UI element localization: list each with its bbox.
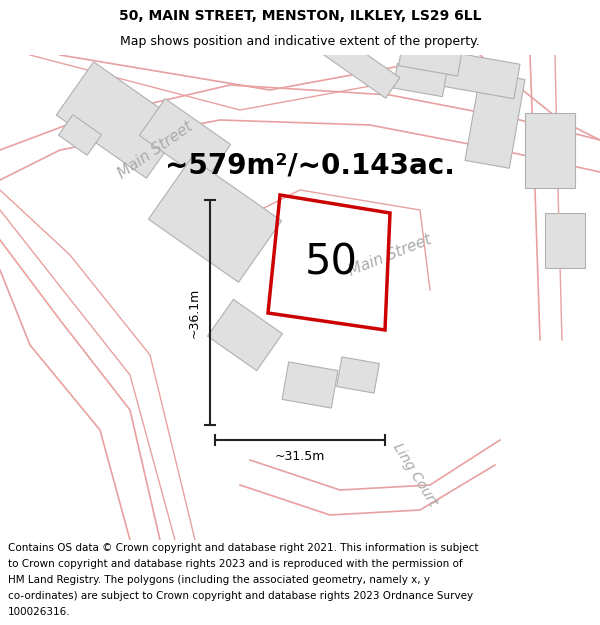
Polygon shape [545,213,585,268]
Text: HM Land Registry. The polygons (including the associated geometry, namely x, y: HM Land Registry. The polygons (includin… [8,576,430,586]
Polygon shape [58,115,101,155]
Polygon shape [440,51,520,99]
Text: ~579m²/~0.143ac.: ~579m²/~0.143ac. [165,151,455,179]
Text: 50, MAIN STREET, MENSTON, ILKLEY, LS29 6LL: 50, MAIN STREET, MENSTON, ILKLEY, LS29 6… [119,9,481,24]
Text: 100026316.: 100026316. [8,608,70,618]
Polygon shape [465,72,525,168]
Text: to Crown copyright and database rights 2023 and is reproduced with the permissio: to Crown copyright and database rights 2… [8,559,463,569]
Polygon shape [148,158,281,282]
Polygon shape [139,99,230,181]
Text: co-ordinates) are subject to Crown copyright and database rights 2023 Ordnance S: co-ordinates) are subject to Crown copyr… [8,591,473,601]
Text: Ling Court: Ling Court [390,441,440,509]
Text: ~36.1m: ~36.1m [187,288,200,338]
Text: 50: 50 [304,242,357,284]
Polygon shape [393,63,447,97]
Text: Map shows position and indicative extent of the property.: Map shows position and indicative extent… [120,35,480,48]
Polygon shape [320,32,400,98]
Text: Main Street: Main Street [115,119,195,181]
Text: Main Street: Main Street [346,232,434,278]
Polygon shape [282,362,338,408]
Polygon shape [398,44,461,76]
Polygon shape [208,299,283,371]
Text: ~31.5m: ~31.5m [275,449,325,462]
Text: Contains OS data © Crown copyright and database right 2021. This information is : Contains OS data © Crown copyright and d… [8,543,478,553]
Polygon shape [525,112,575,188]
Polygon shape [56,62,184,178]
Polygon shape [337,357,379,393]
